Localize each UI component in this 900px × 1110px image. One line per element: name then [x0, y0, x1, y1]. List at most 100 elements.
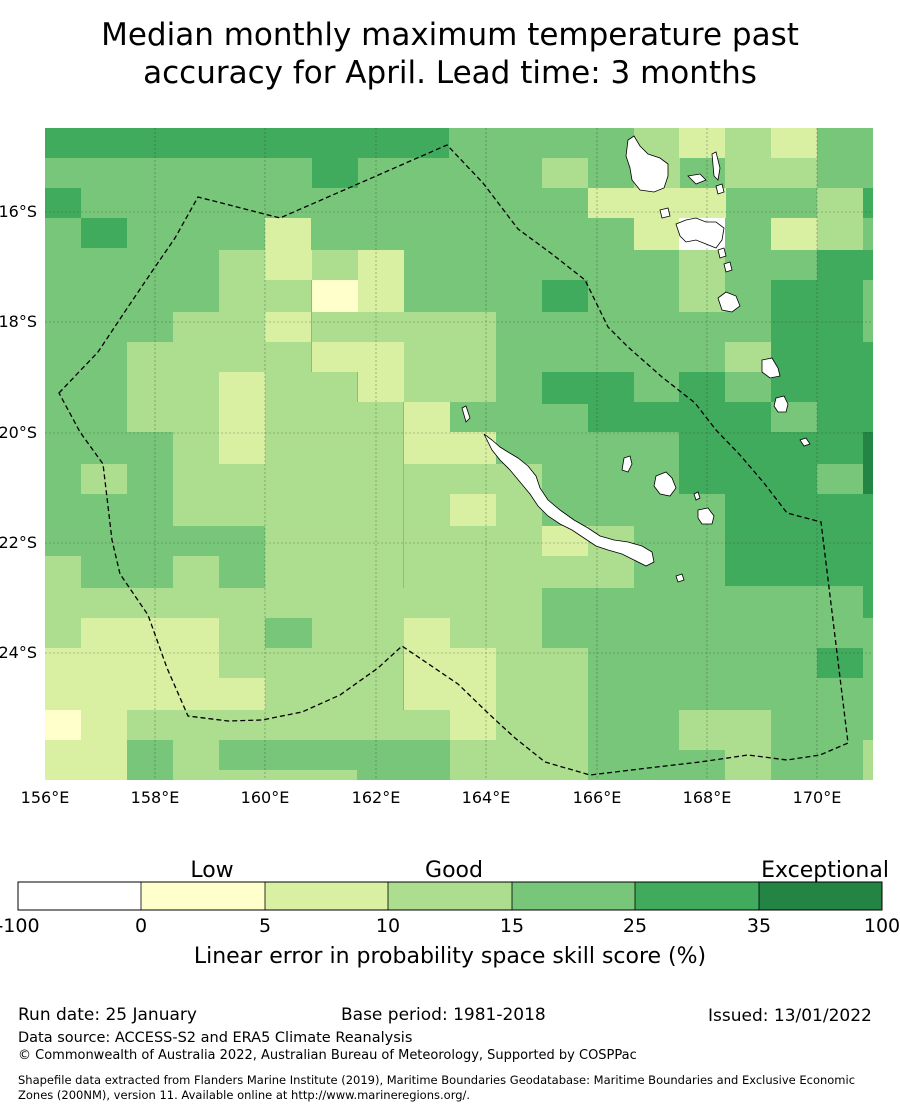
skill-cell [542, 770, 588, 780]
skill-cell [679, 128, 725, 158]
skill-cell [450, 432, 496, 464]
small-island [711, 151, 721, 181]
skill-cell [173, 740, 219, 780]
new-caledonia-island [483, 433, 655, 567]
skill-cell [679, 250, 725, 312]
skill-cell [81, 710, 127, 780]
colorbar-qualitative-low: Low [190, 858, 233, 883]
skill-cell [127, 372, 219, 432]
skill-cell [863, 740, 873, 780]
mare-island [697, 507, 715, 525]
skill-cell [219, 770, 357, 780]
lon-tick-label: 170°E [793, 788, 842, 807]
skill-cell [265, 618, 311, 648]
skill-cell [679, 432, 817, 494]
skill-cell [679, 372, 725, 404]
skill-cell [312, 280, 358, 312]
lifou-island [653, 471, 677, 497]
skill-cell [817, 128, 873, 188]
lon-tick-label: 166°E [573, 788, 622, 807]
skill-cell [219, 740, 449, 770]
small-island [717, 247, 727, 259]
skill-cell [588, 402, 680, 432]
skill-cell [496, 648, 588, 710]
espiritu-santo-island [625, 135, 669, 193]
lat-tick-label: 24°S [0, 643, 37, 662]
colorbar-tick-label: -100 [0, 915, 40, 937]
skill-cell [542, 280, 588, 312]
tanna-island [773, 395, 789, 413]
skill-cell [771, 342, 873, 402]
skill-cell [771, 158, 817, 188]
lat-tick-label: 20°S [0, 423, 37, 442]
colorbar-tick-label: 25 [623, 915, 647, 937]
malakula-island [675, 217, 725, 249]
skill-cell [863, 494, 873, 586]
skill-cell [265, 312, 311, 342]
skill-cell [81, 218, 127, 248]
colorbar-label: Linear error in probability space skill … [193, 944, 707, 969]
skill-cell [634, 188, 726, 218]
small-island [461, 405, 471, 423]
skill-cell [45, 648, 219, 678]
skill-cell [219, 250, 265, 312]
skill-cell [404, 342, 496, 402]
skill-cell [542, 372, 634, 404]
skill-cell [817, 250, 873, 280]
lon-tick-label: 164°E [462, 788, 511, 807]
small-island [693, 491, 701, 501]
graticule [45, 128, 873, 780]
skill-cells [45, 128, 873, 780]
skill-cell [863, 280, 873, 342]
skill-cell [863, 586, 873, 618]
skill-cell [312, 250, 358, 280]
skill-cell [312, 158, 358, 188]
skill-cell [358, 372, 404, 402]
skill-cell [588, 188, 634, 218]
data-source: Data source: ACCESS-S2 and ERA5 Climate … [18, 1030, 413, 1046]
erromango-island [761, 357, 781, 379]
skill-cell [679, 402, 771, 432]
skill-cell [496, 710, 588, 780]
land-masses [461, 135, 811, 583]
skill-cell [219, 648, 403, 678]
skill-cell [679, 710, 771, 750]
skill-cell [450, 494, 496, 526]
map-area [45, 128, 873, 780]
colorbar-segment [18, 882, 141, 910]
lon-tick-label: 162°E [352, 788, 401, 807]
skill-cell [173, 556, 219, 588]
skill-cell [725, 128, 771, 188]
colorbar-tick-label: 0 [135, 915, 147, 937]
colorbar-outline [17, 881, 883, 911]
colorbar-tick-label: 100 [864, 915, 900, 937]
skill-cell [45, 710, 81, 740]
lon-tick-label: 160°E [241, 788, 290, 807]
isle-of-pines [675, 573, 685, 583]
lon-tick-label: 158°E [131, 788, 180, 807]
skill-cell [265, 342, 311, 372]
skill-cell [81, 588, 265, 618]
skill-cell [127, 342, 265, 372]
issued-date: Issued: 13/01/2022 [708, 1006, 872, 1026]
small-island [799, 437, 811, 447]
skill-cell [450, 740, 496, 780]
colorbar-tick-label: 5 [259, 915, 271, 937]
skill-cell [219, 618, 265, 648]
colorbar-segment [759, 882, 882, 910]
skill-cell [127, 740, 173, 780]
colorbar-segment [141, 882, 265, 910]
skill-cell [725, 494, 863, 586]
skill-cell [771, 218, 817, 250]
skill-cell [219, 372, 265, 464]
skill-cell [173, 432, 219, 526]
small-island [687, 173, 707, 185]
title-line-2: accuracy for April. Lead time: 3 months [143, 55, 757, 91]
run-date: Run date: 25 January [18, 1005, 197, 1025]
base-period: Base period: 1981-2018 [341, 1005, 546, 1025]
efate-island [717, 291, 741, 313]
colorbar-tick-label: 35 [747, 915, 771, 937]
skill-cell [81, 618, 219, 648]
skill-cell [265, 280, 311, 312]
